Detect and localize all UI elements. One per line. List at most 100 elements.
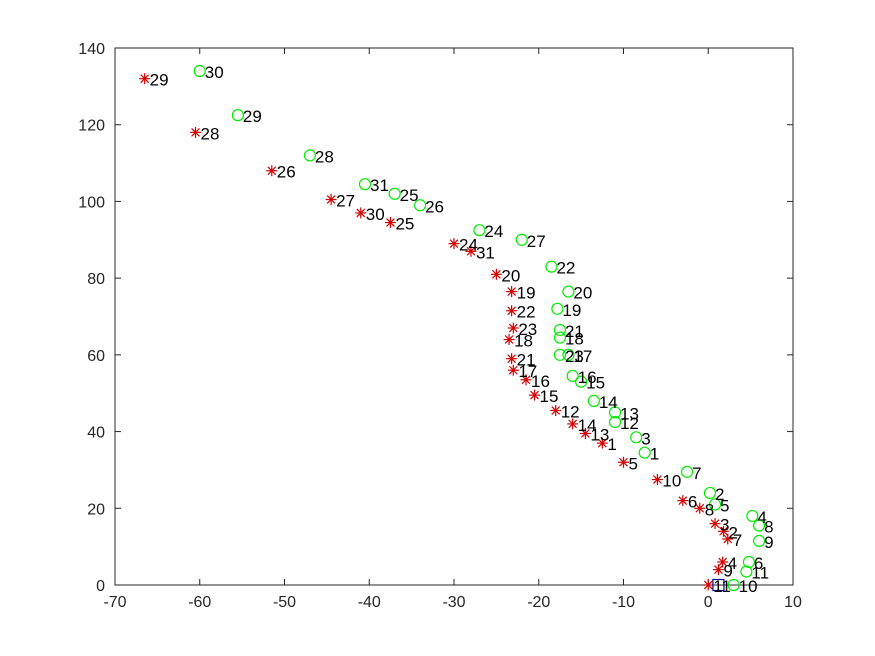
circle-point bbox=[551, 302, 564, 315]
circle-point bbox=[303, 149, 317, 162]
asterisk-point bbox=[190, 126, 202, 138]
circle-point bbox=[638, 446, 651, 459]
point-label: 20 bbox=[501, 266, 520, 285]
point-label: 3 bbox=[720, 516, 729, 535]
circle-point bbox=[515, 233, 528, 246]
point-label: 26 bbox=[277, 163, 296, 182]
point-label: 27 bbox=[527, 232, 546, 251]
point-label: 10 bbox=[662, 472, 681, 491]
circle-point bbox=[746, 509, 759, 523]
circle-point bbox=[752, 519, 766, 532]
circle-point bbox=[608, 415, 622, 429]
point-label: 21 bbox=[517, 351, 536, 370]
circle-point bbox=[553, 331, 567, 344]
point-label: 24 bbox=[484, 222, 503, 241]
point-label: 12 bbox=[561, 402, 580, 421]
point-label: 2 bbox=[729, 523, 738, 542]
point-label: 21 bbox=[565, 322, 584, 341]
point-label: 23 bbox=[518, 320, 537, 339]
x-tick-label: 0 bbox=[704, 594, 713, 611]
asterisk-point bbox=[550, 404, 562, 416]
asterisk-point bbox=[506, 305, 518, 317]
y-tick-label: 60 bbox=[87, 348, 105, 365]
point-label: 5 bbox=[629, 454, 638, 473]
asterisk-point bbox=[651, 474, 663, 486]
asterisk-point bbox=[618, 456, 629, 468]
point-label: 19 bbox=[517, 284, 536, 303]
y-tick-label: 100 bbox=[78, 194, 105, 211]
circle-point bbox=[562, 348, 575, 361]
point-label: 29 bbox=[243, 107, 262, 126]
asterisk-point bbox=[717, 556, 729, 568]
circle-point bbox=[575, 375, 588, 388]
point-label: 15 bbox=[540, 387, 559, 406]
asterisk-point bbox=[465, 245, 477, 257]
point-label: 14 bbox=[578, 416, 597, 435]
point-label: 28 bbox=[201, 124, 220, 143]
circle-point bbox=[193, 64, 206, 78]
asterisk-point bbox=[677, 495, 689, 507]
point-labels: 1194723861051131412151617211823221920312… bbox=[150, 63, 774, 596]
circle-point bbox=[740, 565, 753, 578]
point-label: 1 bbox=[650, 445, 659, 464]
point-label: 25 bbox=[395, 215, 414, 234]
point-label: 17 bbox=[573, 347, 592, 366]
circle-point bbox=[630, 431, 643, 444]
asterisk-point bbox=[529, 389, 541, 401]
point-label: 30 bbox=[366, 205, 385, 224]
asterisk-point bbox=[325, 194, 337, 206]
circle-point bbox=[473, 224, 486, 237]
asterisk-point bbox=[384, 217, 396, 229]
asterisk-point bbox=[722, 533, 734, 545]
point-label: 27 bbox=[336, 192, 355, 211]
circle-point bbox=[566, 369, 579, 383]
point-label: 7 bbox=[692, 464, 701, 483]
asterisk-point bbox=[596, 437, 608, 449]
point-label: 3 bbox=[641, 429, 650, 448]
y-tick-label: 0 bbox=[96, 578, 105, 595]
point-label: 20 bbox=[573, 284, 592, 303]
x-tick-label: -10 bbox=[612, 594, 635, 611]
point-label: 6 bbox=[688, 493, 697, 512]
x-tick-label: -30 bbox=[442, 594, 465, 611]
point-label: 16 bbox=[531, 372, 550, 391]
point-label: 23 bbox=[565, 347, 584, 366]
x-tick-label: -60 bbox=[188, 594, 211, 611]
circle-point bbox=[358, 178, 372, 191]
point-label: 13 bbox=[620, 404, 639, 423]
asterisk-point bbox=[139, 73, 151, 85]
y-tick-label: 140 bbox=[78, 41, 105, 58]
asterisk-point bbox=[355, 207, 367, 219]
circle-point bbox=[562, 285, 575, 298]
point-label: 5 bbox=[720, 496, 729, 515]
point-label: 29 bbox=[150, 71, 169, 90]
x-tick-label: -50 bbox=[273, 594, 296, 611]
point-label: 1 bbox=[607, 435, 616, 454]
asterisk-point bbox=[579, 427, 591, 439]
asterisk-point bbox=[718, 525, 730, 537]
y-tick-label: 120 bbox=[78, 118, 105, 135]
point-label: 28 bbox=[315, 147, 334, 166]
point-label: 6 bbox=[754, 554, 763, 573]
point-label: 22 bbox=[556, 259, 575, 278]
circle-point bbox=[553, 323, 567, 337]
circle-point bbox=[553, 348, 567, 361]
point-label: 8 bbox=[764, 518, 773, 537]
point-label: 31 bbox=[476, 243, 495, 262]
asterisk-point bbox=[506, 286, 518, 298]
point-label: 11 bbox=[713, 577, 731, 596]
asterisk-point bbox=[702, 579, 714, 591]
square-point bbox=[712, 578, 725, 592]
x-tick-label: -20 bbox=[527, 594, 550, 611]
circle-point bbox=[231, 109, 244, 122]
point-label: 15 bbox=[586, 374, 605, 393]
asterisk-point bbox=[506, 353, 518, 365]
asterisk-point bbox=[448, 238, 460, 250]
circle-point bbox=[727, 578, 740, 592]
point-label: 2 bbox=[715, 485, 724, 504]
asterisk-point bbox=[503, 334, 515, 346]
point-label: 14 bbox=[599, 393, 618, 412]
data-marks bbox=[139, 64, 766, 592]
asterisk-point bbox=[520, 374, 532, 386]
